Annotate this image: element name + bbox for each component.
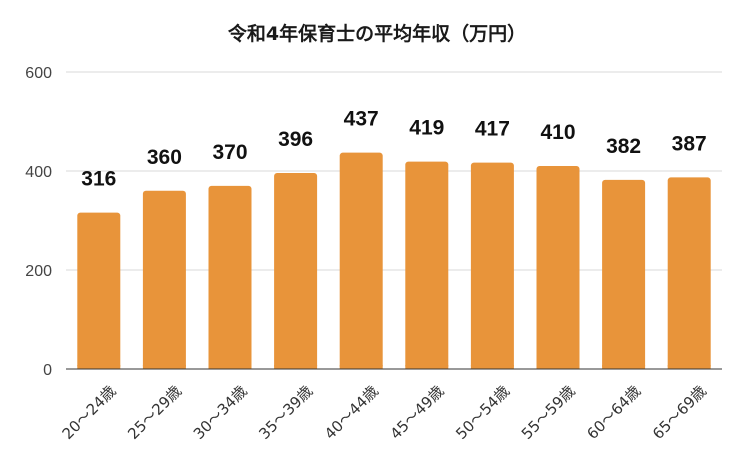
x-tick-label: 30～34歳 [190,382,251,443]
bar-2 [142,190,186,369]
data-label: 370 [212,141,247,164]
x-tick-label: 65～69歳 [649,382,710,443]
bar-5 [339,152,383,369]
bar-base [339,365,383,369]
bar-7 [470,162,514,369]
bar-3 [208,185,252,369]
data-label: 387 [672,132,707,155]
data-label: 417 [475,118,510,141]
bars [77,152,711,369]
y-tick-label: 400 [25,164,52,181]
bar-base [405,365,449,369]
data-label: 360 [147,146,182,169]
x-axis-ticks: 20～24歳 25～29歳 30～34歳 35～39歳 40～44歳 45～49歳 50～5… [59,382,710,443]
x-tick-label: 40～44歳 [321,382,382,443]
bar-1 [77,212,121,369]
data-label: 396 [278,128,313,151]
y-tick-label: 0 [43,362,52,379]
data-label: 382 [606,135,641,158]
bar-base [667,365,711,369]
x-tick-label: 55～59歳 [518,382,579,443]
data-labels: 316 360 370 396 437 419 417 410 382 387 [81,108,706,191]
x-tick-label: 25～29歳 [124,382,185,443]
data-label: 437 [344,108,379,131]
bar-9 [602,179,646,369]
bar-10 [667,177,711,369]
data-label: 410 [540,121,575,144]
x-tick-label: 60～64歳 [583,382,644,443]
bar-8 [536,166,580,369]
y-tick-label: 600 [25,65,52,82]
x-tick-label: 20～24歳 [59,382,120,443]
y-axis-ticks: 0 200 400 600 [25,65,52,379]
bar-base [470,365,514,369]
y-tick-label: 200 [25,263,52,280]
bar-base [77,365,121,369]
bar-base [274,365,318,369]
bar-4 [274,172,318,369]
x-tick-label: 50～54歳 [452,382,513,443]
data-label: 419 [409,117,444,140]
bar-base [602,365,646,369]
x-tick-label: 35～39歳 [255,382,316,443]
bar-base [208,365,252,369]
bar-base [142,365,186,369]
x-tick-label: 45～49歳 [387,382,448,443]
chart-title: 令和4年保育士の平均年収（万円） [228,22,526,45]
bar-base [536,365,580,369]
bar-6 [405,161,449,369]
data-label: 316 [81,168,116,191]
